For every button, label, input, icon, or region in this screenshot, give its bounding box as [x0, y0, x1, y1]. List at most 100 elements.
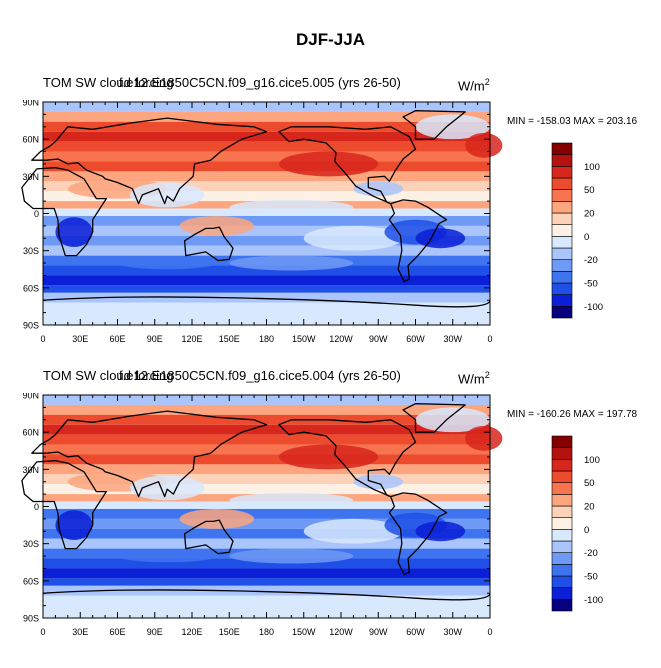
contour-band [43, 141, 490, 152]
contour-band [43, 568, 490, 579]
colorbar-label: 0 [584, 232, 589, 243]
colorbar-box [551, 599, 573, 612]
coastline [21, 460, 107, 550]
coastline [388, 492, 448, 576]
map-panel-top: TOM SW cloud forcing f.e12.E1850C5CN.f09… [0, 75, 661, 375]
coastline [278, 419, 417, 498]
contour-band [43, 404, 490, 415]
lon-tick-label: 150W [292, 627, 316, 637]
colorbar-label: 50 [584, 478, 595, 489]
lat-tick-label: 90S [23, 321, 39, 331]
colorbar-box [551, 517, 573, 530]
contour-band [43, 558, 490, 569]
lon-tick-label: 60W [406, 334, 425, 344]
panel-units: W/m2 [458, 370, 490, 387]
lon-tick-label: 150E [219, 627, 240, 637]
lat-tick-label: 90N [22, 393, 39, 401]
contour-band [43, 121, 490, 132]
coastline [31, 410, 268, 498]
colorbar-box [551, 282, 573, 295]
contour-patch [129, 182, 205, 208]
colorbar-box [551, 154, 573, 167]
lon-tick-label: 120W [329, 334, 353, 344]
lat-tick-label: 60S [23, 576, 39, 586]
contour-patch [117, 256, 217, 270]
contour-patch [55, 510, 93, 540]
colorbar-box [551, 201, 573, 214]
contour-band [43, 215, 490, 226]
colorbar-box [551, 177, 573, 190]
colorbar-box [551, 494, 573, 507]
colorbar-box [551, 247, 573, 260]
figure-title: DJF-JJA [296, 30, 365, 49]
colorbar-box [551, 294, 573, 307]
contour-band [43, 538, 490, 549]
contour-band [43, 484, 490, 495]
lon-tick-label: 180 [259, 627, 274, 637]
lon-tick-label: 150W [292, 334, 316, 344]
panel-units: W/m2 [458, 77, 490, 94]
min-max-label: MIN = -160.26 MAX = 197.78 [507, 409, 638, 420]
contour-band [43, 285, 490, 293]
contour-band [43, 181, 490, 192]
contour-band [43, 131, 490, 142]
lat-tick-label: 60N [22, 428, 39, 438]
contour-patch [179, 215, 255, 236]
lat-tick-label: 0 [34, 502, 39, 512]
contour-band [43, 454, 490, 465]
colorbar-box [551, 587, 573, 600]
contour-band [43, 508, 490, 519]
colorbar-label: 100 [584, 455, 600, 466]
lon-tick-label: 0 [40, 627, 45, 637]
lon-tick-label: 120E [181, 627, 202, 637]
coastline [388, 199, 448, 283]
coastline [278, 126, 417, 205]
lon-tick-label: 90W [369, 334, 388, 344]
contour-patch [55, 217, 93, 247]
colorbar-box [551, 470, 573, 483]
colorbar-label: -20 [584, 548, 598, 559]
contour-band [43, 275, 490, 286]
lon-tick-label: 0 [487, 627, 492, 637]
lat-tick-label: 90S [23, 614, 39, 624]
lon-tick-label: 0 [487, 334, 492, 344]
colorbar-box [551, 224, 573, 237]
colorbar-box [551, 505, 573, 518]
contour-band [43, 585, 490, 596]
colorbar-box [551, 540, 573, 553]
colorbar-box [551, 306, 573, 319]
panel-title-variable: TOM SW cloud forcing [43, 368, 174, 383]
contour-band [43, 528, 490, 539]
lon-tick-label: 120W [329, 627, 353, 637]
colorbar-box [551, 166, 573, 179]
contour-patch [415, 228, 466, 249]
lon-tick-label: 30W [443, 627, 462, 637]
colorbar-box [551, 482, 573, 495]
contour-patch [465, 132, 503, 158]
colorbar-label: -50 [584, 279, 598, 290]
contour-band [43, 434, 490, 445]
colorbar-box [551, 575, 573, 588]
panel-title: TOM SW cloud forcing f.e12.E1850C5CN.f09… [43, 75, 401, 90]
colorbar-box [551, 435, 573, 448]
lon-tick-label: 90W [369, 627, 388, 637]
colorbar-box [551, 212, 573, 225]
contour-band [43, 424, 490, 435]
contour-patch [415, 114, 490, 140]
lon-tick-label: 30W [443, 334, 462, 344]
panel-title-variable: TOM SW cloud forcing [43, 75, 174, 90]
min-max-label: MIN = -158.03 MAX = 203.16 [507, 116, 638, 127]
colorbar-label: 100 [584, 162, 600, 173]
colorbar-box [551, 271, 573, 284]
colorbar-box [551, 459, 573, 472]
coastline [402, 110, 466, 140]
colorbar-box [551, 236, 573, 249]
colorbar-label: -100 [584, 595, 603, 606]
colorbar-box [551, 564, 573, 577]
colorbar-box [551, 142, 573, 155]
contour-band [43, 111, 490, 122]
colorbar-box [551, 259, 573, 272]
contour-patch [229, 255, 354, 271]
